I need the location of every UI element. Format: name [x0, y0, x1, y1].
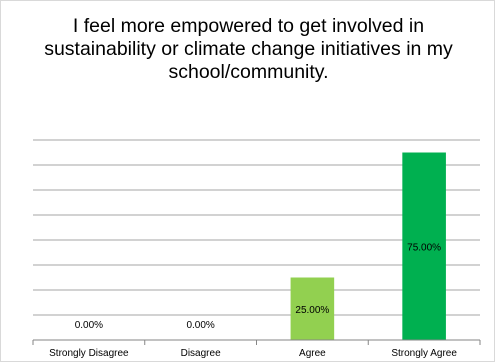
x-tick-label: Agree: [299, 348, 326, 359]
x-tick-label: Strongly Disagree: [49, 348, 129, 359]
bar-agree: [290, 277, 335, 340]
data-label: 0.00%: [186, 320, 214, 331]
chart-title: I feel more empowered to get involved in…: [44, 15, 453, 83]
data-label: 25.00%: [295, 305, 329, 316]
bar-strongly-agree: [402, 152, 446, 340]
x-tick-label: Disagree: [181, 348, 221, 359]
data-label: 75.00%: [407, 242, 441, 253]
data-label: 0.00%: [75, 320, 103, 331]
x-tick-label: Strongly Agree: [391, 348, 457, 359]
